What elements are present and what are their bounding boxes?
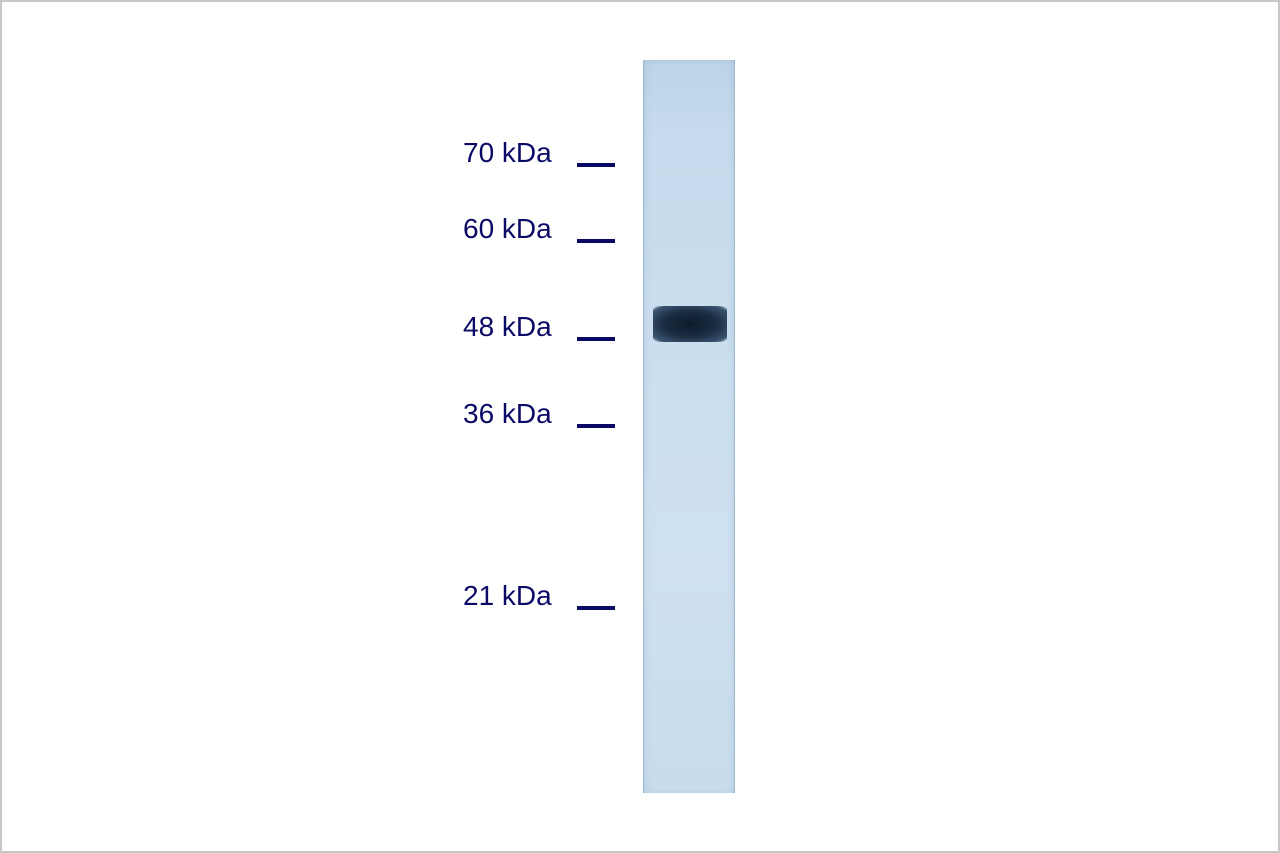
marker-tick-60kda [577,239,615,243]
protein-band-main [653,306,727,342]
western-blot-area: 70 kDa 60 kDa 48 kDa 36 kDa 21 kDa [345,60,935,793]
marker-label-70kda: 70 kDa [463,137,552,169]
marker-label-36kda: 36 kDa [463,398,552,430]
marker-tick-21kda [577,606,615,610]
blot-lane [643,60,735,793]
marker-tick-48kda [577,337,615,341]
marker-label-48kda: 48 kDa [463,311,552,343]
marker-tick-70kda [577,163,615,167]
marker-label-60kda: 60 kDa [463,213,552,245]
marker-tick-36kda [577,424,615,428]
marker-label-21kda: 21 kDa [463,580,552,612]
